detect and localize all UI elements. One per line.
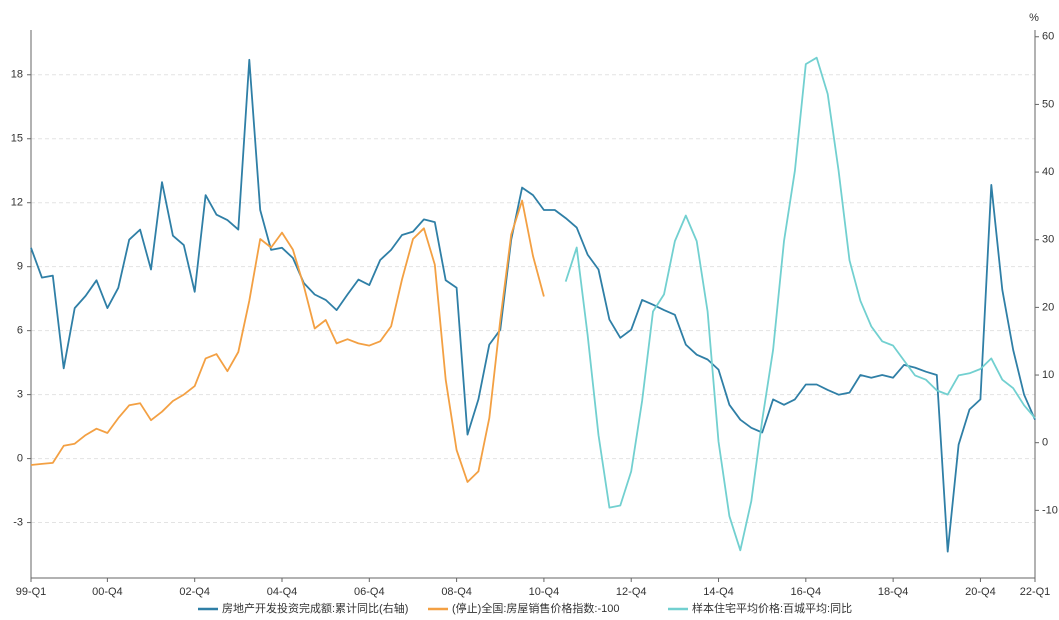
y-tick-label: 18 xyxy=(11,69,23,81)
x-tick-label: 14-Q4 xyxy=(703,586,734,598)
y2-tick-label: 30 xyxy=(1042,234,1054,246)
x-tick-label: 10-Q4 xyxy=(529,586,560,598)
x-tick-label: 08-Q4 xyxy=(441,586,472,598)
y-tick-label: -3 xyxy=(13,516,23,528)
series-line xyxy=(30,58,1036,553)
series-line xyxy=(30,199,545,483)
x-tick-label: 20-Q4 xyxy=(965,586,996,598)
x-tick-label: 04-Q4 xyxy=(267,586,298,598)
y2-tick-label: 50 xyxy=(1042,98,1054,110)
y-tick-label: 12 xyxy=(11,197,23,209)
y-tick-label: 3 xyxy=(17,389,23,401)
x-tick-label: 99-Q1 xyxy=(16,586,47,598)
y-tick-label: 15 xyxy=(11,133,23,145)
series-line xyxy=(564,56,1036,552)
x-tick-label: 02-Q4 xyxy=(179,586,210,598)
x-tick-label: 00-Q4 xyxy=(92,586,123,598)
y2-tick-label: -10 xyxy=(1042,504,1058,516)
y2-tick-label: 40 xyxy=(1042,166,1054,178)
x-tick-label: 06-Q4 xyxy=(354,586,385,598)
x-tick-label: 22-Q1 xyxy=(1020,586,1051,598)
y2-tick-label: 0 xyxy=(1042,437,1048,449)
y2-tick-label: 10 xyxy=(1042,369,1054,381)
y2-unit: % xyxy=(1029,12,1039,24)
x-tick-label: 18-Q4 xyxy=(878,586,909,598)
legend-label: 房地产开发投资完成额:累计同比(右轴) xyxy=(222,601,408,615)
y2-tick-label: 60 xyxy=(1042,31,1054,43)
legend-label: 样本住宅平均价格:百城平均:同比 xyxy=(692,601,852,615)
y-tick-label: 6 xyxy=(17,325,23,337)
y2-tick-label: 20 xyxy=(1042,301,1054,313)
y-tick-label: 0 xyxy=(17,452,23,464)
x-tick-label: 12-Q4 xyxy=(616,586,647,598)
x-tick-label: 16-Q4 xyxy=(791,586,822,598)
y-tick-label: 9 xyxy=(17,261,23,273)
legend-label: (停止)全国:房屋销售价格指数:-100 xyxy=(452,601,619,615)
